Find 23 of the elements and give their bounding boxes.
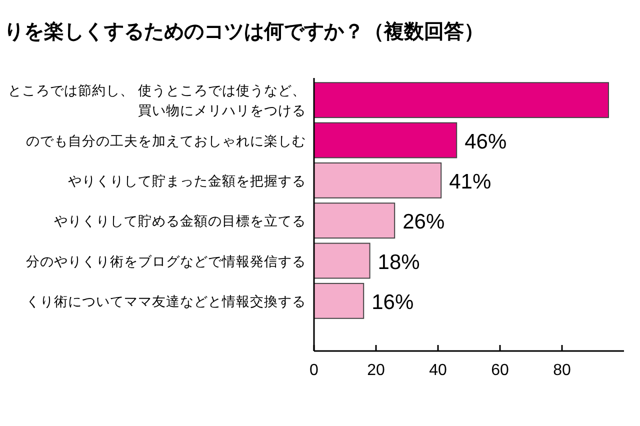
y-tick-label: ところでは節約し、 使うところでは使うなど、買い物にメリハリをつける xyxy=(8,83,306,118)
data-label: 26% xyxy=(402,210,445,234)
data-label: 18% xyxy=(378,250,420,274)
bar xyxy=(314,82,609,118)
data-label: 46% xyxy=(464,130,507,154)
bar xyxy=(314,122,458,158)
y-tick-label: のでも自分の工夫を加えておしゃれに楽しむ xyxy=(26,133,306,148)
y-tick-label: やりくりして貯める金額の目標を立てる xyxy=(54,214,306,229)
y-tick-label: くり術についてママ友達などと情報交換する xyxy=(26,294,306,309)
data-label: 16% xyxy=(372,290,414,314)
x-tick-label: 0 xyxy=(310,362,319,379)
bar xyxy=(314,242,370,279)
x-tick-label: 40 xyxy=(429,362,447,379)
bar xyxy=(314,282,364,319)
y-tick-label: やりくりして貯まった金額を把握する xyxy=(68,173,306,188)
data-label: 41% xyxy=(449,170,492,194)
x-tick-label: 60 xyxy=(491,362,509,379)
y-tick-label: 分のやりくり術をブログなどで情報発信する xyxy=(26,254,306,269)
bar xyxy=(314,202,396,239)
x-tick-label: 20 xyxy=(367,362,385,379)
bar xyxy=(314,162,442,198)
chart-title: りを楽しくするためのコツは何ですか？（複数回答） xyxy=(4,20,484,43)
x-tick-label: 80 xyxy=(553,362,571,379)
